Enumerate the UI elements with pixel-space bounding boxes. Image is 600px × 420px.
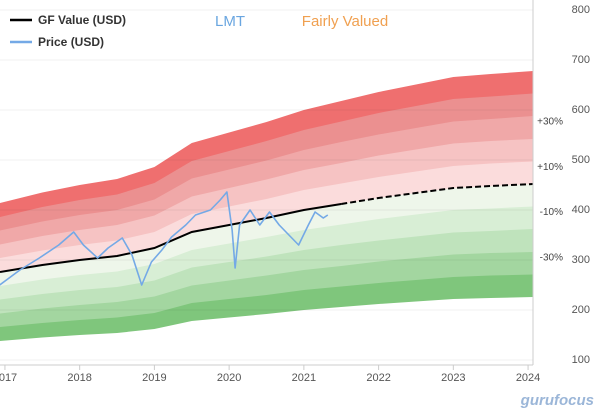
x-tick-label: 2021 <box>292 372 316 384</box>
x-tick-label: 2020 <box>217 372 241 384</box>
y-tick-label: 700 <box>572 54 590 66</box>
y-tick-label: 300 <box>572 254 590 266</box>
x-tick-label: 2023 <box>441 372 465 384</box>
band-label: +30% <box>537 117 563 128</box>
watermark: gurufocus <box>520 392 594 409</box>
valuation: Fairly Valued <box>302 13 388 30</box>
legend-label: Price (USD) <box>38 35 104 49</box>
x-tick-label: 2024 <box>516 372 540 384</box>
ticker: LMT <box>215 13 245 30</box>
band-label: +10% <box>537 162 563 173</box>
plot-area <box>0 9 533 365</box>
y-tick-label: 200 <box>572 304 590 316</box>
y-tick-label: 400 <box>572 204 590 216</box>
y-tick-label: 100 <box>572 354 590 366</box>
x-tick-label: 2018 <box>67 372 91 384</box>
band-label: -30% <box>540 253 563 264</box>
legend-label: GF Value (USD) <box>38 13 126 27</box>
y-tick-label: 600 <box>572 104 590 116</box>
price-line <box>0 191 329 286</box>
y-tick-label: 800 <box>572 4 590 16</box>
band-label: -10% <box>540 207 563 218</box>
y-tick-label: 500 <box>572 154 590 166</box>
gf-value-line <box>0 203 342 273</box>
gf-value-line <box>341 183 533 205</box>
x-tick-label: 2019 <box>142 372 166 384</box>
value-band <box>0 297 533 365</box>
x-tick-label: 2017 <box>0 372 17 384</box>
x-tick-label: 2022 <box>366 372 390 384</box>
